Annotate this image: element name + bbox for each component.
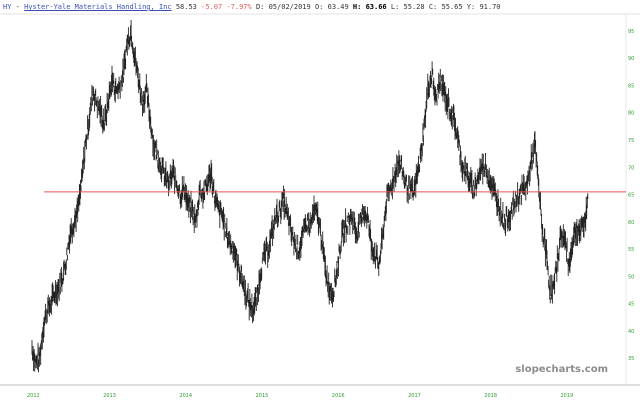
y-tick-label: 90 xyxy=(628,56,634,62)
header-separator: - xyxy=(11,3,25,11)
close-label: C: xyxy=(428,3,438,11)
open-label: O: xyxy=(314,3,324,11)
volume-value: 91.70 xyxy=(479,3,501,11)
y-tick-label: 55 xyxy=(628,247,634,253)
x-axis-ticks: 2012 2013 2014 2015 2016 2017 2018 2019 xyxy=(27,393,573,399)
close-value: 55.65 xyxy=(441,3,463,11)
y-tick-label: 70 xyxy=(628,165,634,171)
price-bars xyxy=(31,20,589,373)
x-tick-label: 2015 xyxy=(256,393,269,399)
price-change-percent: -7.97% xyxy=(226,3,252,11)
y-tick-label: 40 xyxy=(628,329,634,335)
high-label: H: xyxy=(352,3,362,11)
date-value: 05/02/2019 xyxy=(268,3,311,11)
x-tick-label: 2012 xyxy=(27,393,40,399)
y-tick-label: 50 xyxy=(628,274,634,280)
x-tick-label: 2014 xyxy=(179,393,192,399)
price-change: -5.07 xyxy=(201,3,223,11)
y-tick-label: 95 xyxy=(628,29,634,35)
y-tick-label: 65 xyxy=(628,193,634,199)
x-tick-label: 2019 xyxy=(561,393,574,399)
last-price: 58.53 xyxy=(175,3,197,11)
low-value: 55.28 xyxy=(403,3,425,11)
x-tick-label: 2016 xyxy=(332,393,345,399)
date-label: D: xyxy=(255,3,265,11)
low-label: L: xyxy=(390,3,400,11)
y-tick-label: 35 xyxy=(628,356,634,362)
y-tick-label: 75 xyxy=(628,138,634,144)
company-name-link[interactable]: Hyster-Yale Materials Handling, Inc xyxy=(24,3,172,11)
y-tick-label: 60 xyxy=(628,220,634,226)
y-tick-label: 80 xyxy=(628,111,634,117)
chart-header: HY - Hyster-Yale Materials Handling, Inc… xyxy=(3,3,501,12)
ticker-symbol[interactable]: HY xyxy=(3,3,12,11)
open-value: 63.49 xyxy=(327,3,349,11)
volume-label: Y: xyxy=(466,3,476,11)
watermark: slopecharts.com xyxy=(515,364,608,375)
y-axis-ticks: 35 40 45 50 55 60 65 70 75 80 85 90 95 xyxy=(628,29,634,362)
x-tick-label: 2013 xyxy=(103,393,116,399)
high-value: 63.66 xyxy=(365,3,387,11)
y-tick-label: 85 xyxy=(628,84,634,90)
y-tick-label: 45 xyxy=(628,302,634,308)
x-tick-label: 2018 xyxy=(484,393,497,399)
x-tick-label: 2017 xyxy=(408,393,421,399)
